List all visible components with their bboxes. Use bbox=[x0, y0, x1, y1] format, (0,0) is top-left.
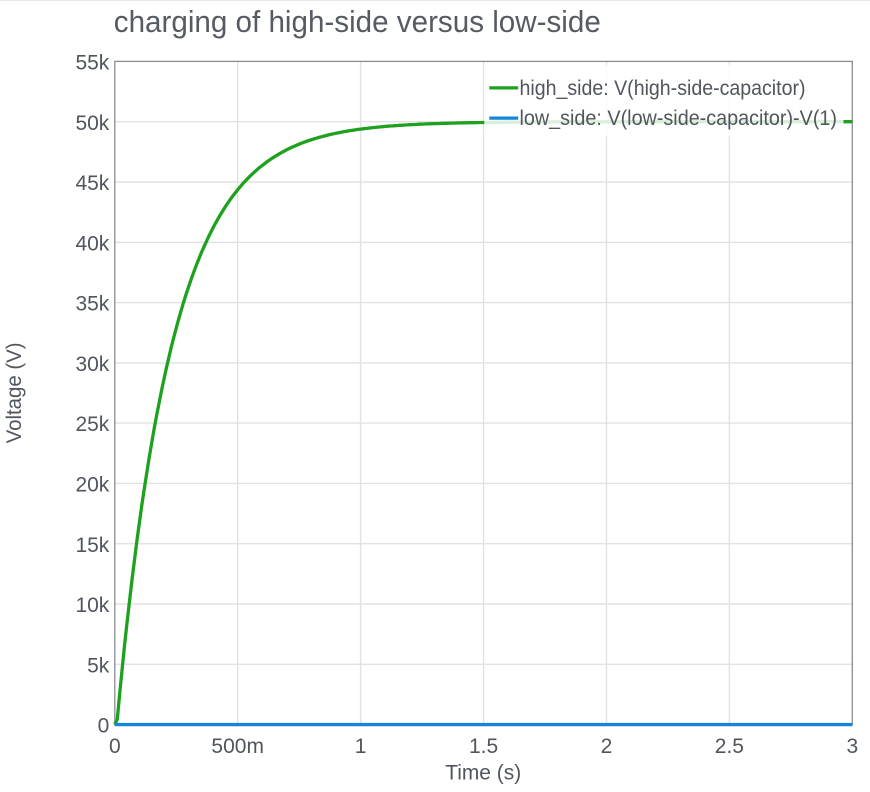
svg-text:40k: 40k bbox=[75, 232, 109, 255]
svg-text:50k: 50k bbox=[75, 112, 109, 135]
svg-text:Voltage (V): Voltage (V) bbox=[3, 342, 26, 443]
svg-text:1: 1 bbox=[355, 735, 367, 758]
svg-text:15k: 15k bbox=[75, 534, 109, 557]
svg-text:2.5: 2.5 bbox=[715, 735, 744, 758]
svg-text:3: 3 bbox=[846, 735, 858, 758]
svg-text:10k: 10k bbox=[75, 594, 109, 617]
svg-text:35k: 35k bbox=[75, 293, 109, 316]
svg-text:charging of high-side versus l: charging of high-side versus low-side bbox=[114, 4, 601, 39]
svg-text:5k: 5k bbox=[87, 654, 110, 677]
svg-text:30k: 30k bbox=[75, 353, 109, 376]
svg-text:25k: 25k bbox=[75, 413, 109, 436]
svg-text:1.5: 1.5 bbox=[469, 735, 498, 758]
svg-text:500m: 500m bbox=[211, 735, 264, 758]
svg-text:45k: 45k bbox=[75, 172, 109, 195]
svg-text:2: 2 bbox=[601, 735, 613, 758]
svg-text:20k: 20k bbox=[75, 474, 109, 497]
svg-text:low_side: V(low-side-capacitor: low_side: V(low-side-capacitor)-V(1) bbox=[520, 107, 838, 130]
svg-text:0: 0 bbox=[98, 715, 110, 738]
svg-text:0: 0 bbox=[109, 735, 121, 758]
svg-text:Time (s): Time (s) bbox=[445, 761, 521, 784]
svg-text:55k: 55k bbox=[75, 52, 109, 75]
svg-text:high_side: V(high-side-capacit: high_side: V(high-side-capacitor) bbox=[520, 77, 806, 100]
